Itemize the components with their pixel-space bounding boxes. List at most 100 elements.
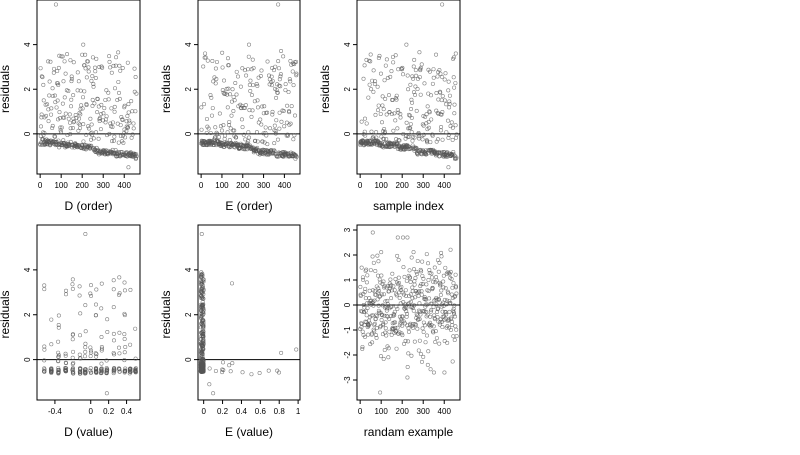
x-tick-label: 400 [438,181,452,190]
data-point [283,82,288,87]
data-point [99,367,104,372]
data-point [78,112,83,117]
data-point [380,120,385,125]
x-tick-label: 300 [97,181,111,190]
data-points [358,230,459,395]
data-point [109,106,114,111]
data-point [99,346,104,351]
data-point [406,87,411,92]
data-point [451,310,456,315]
data-point [368,59,373,64]
data-point [446,317,451,322]
y-tick-label: 4 [343,42,352,47]
data-point [383,320,388,325]
y-tick-label: 4 [184,267,193,272]
data-point [400,333,405,338]
x-tick-label: 200 [236,181,250,190]
data-point [234,92,239,97]
data-point [417,136,422,141]
data-point [215,131,220,136]
data-point [278,84,283,89]
data-point [424,282,429,287]
data-point [264,133,269,138]
data-point [47,93,52,98]
data-point [400,314,405,319]
data-point [279,49,284,54]
scatter-panel-d-value: -0.4 0 0.2 0.4 0 2 4 D (value) residuals [0,224,141,439]
data-point [73,113,78,118]
data-point [111,350,116,355]
data-point [94,354,99,359]
data-point [441,285,446,290]
data-point [76,79,81,84]
data-point [51,70,56,75]
data-point [376,56,381,61]
data-point [232,98,237,103]
data-point [128,367,133,372]
x-tick-label: 1 [296,407,301,416]
data-point [275,137,280,142]
data-point [389,332,394,337]
data-point [116,50,121,55]
y-tick-label: 0 [23,357,32,362]
data-point [234,69,239,74]
data-point [126,165,131,170]
data-point [417,317,422,322]
data-point [199,272,204,277]
data-point [452,314,457,319]
data-point [454,291,459,296]
data-point [113,63,118,68]
data-point [49,342,54,347]
data-point [371,89,376,94]
data-point [229,113,234,118]
data-point [273,131,278,136]
data-point [294,71,299,76]
data-point [421,276,426,281]
data-point [282,124,287,129]
data-point [134,91,139,96]
data-point [265,59,270,64]
data-point [125,60,130,65]
data-point [415,258,420,263]
data-point [438,320,443,325]
data-point [364,121,369,126]
data-point [451,55,456,60]
plot-frame [197,224,301,401]
data-point [112,109,117,114]
data-point [99,102,104,107]
data-point [425,312,430,317]
data-point [268,126,273,131]
data-point [453,272,458,277]
data-point [88,366,93,371]
y-tick-label: 2 [343,252,352,257]
data-point [372,322,377,327]
data-point [294,73,299,78]
data-point [397,314,402,319]
data-point [112,86,117,91]
data-point [284,120,289,125]
data-point [360,344,365,349]
data-point [413,92,418,97]
data-point [83,349,88,354]
data-point [270,109,275,114]
data-point [49,368,54,373]
data-point [67,112,72,117]
data-point [401,265,406,270]
data-point [49,366,54,371]
data-point [449,120,454,125]
data-point [76,121,81,126]
data-point [199,278,204,283]
data-point [88,345,93,350]
data-point [395,306,400,311]
data-point [446,118,451,123]
x-tick-label: 100 [374,181,388,190]
data-point [365,306,370,311]
data-point [111,63,116,68]
data-point [277,126,282,131]
data-point [76,128,81,133]
data-point [217,111,222,116]
data-point [92,101,97,106]
data-point [429,271,434,276]
data-point [379,318,384,323]
data-point [396,138,401,143]
